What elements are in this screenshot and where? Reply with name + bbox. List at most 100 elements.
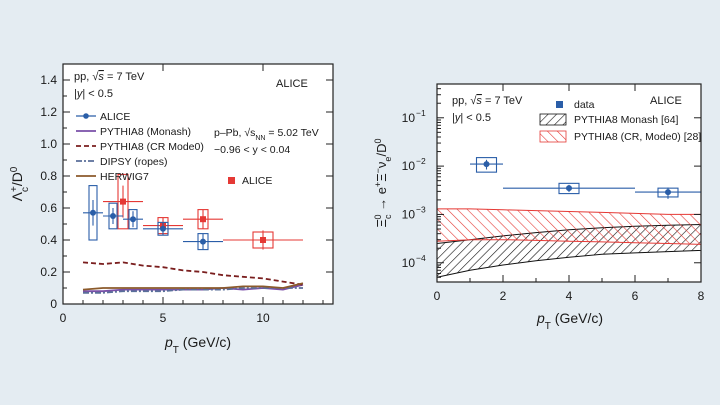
right-ytick-label: 10: [402, 207, 416, 221]
right-ann-y: y: [454, 112, 462, 124]
left-xlabel-sub: T: [173, 345, 179, 356]
left-ann-y: y: [76, 88, 84, 100]
left-legend-label-dipsy: DIPSY (ropes): [100, 156, 168, 168]
right-data-marker: [483, 161, 490, 168]
right-xtick-label: 2: [500, 289, 507, 303]
right-ytick-exponent: −4: [416, 253, 426, 263]
right-y-axis-label: Ξc0 → e+Ξ−νe/D0: [373, 139, 393, 228]
right-ann-pp: pp,: [452, 95, 470, 107]
right-ytick-exponent: −2: [416, 156, 426, 166]
left-legend-entry-pythia-monash: PYTHIA8 (Monash): [76, 126, 191, 138]
right-annotation-energy: pp, √s = 7 TeV: [452, 95, 523, 107]
left-pp-point-marker: [200, 238, 206, 245]
left-ann-ppb-nn: NN: [255, 135, 265, 142]
left-ann-ppb-tev: = 5.02 TeV: [266, 127, 319, 139]
left-curve-herwig: [82, 282, 304, 291]
left-legend-label-alice: ALICE: [100, 111, 130, 123]
right-band-pythia-cr: [436, 208, 702, 245]
left-ytick-label: 1.0: [40, 137, 57, 151]
right-ylabel-xi2: Ξ: [374, 173, 389, 181]
right-legend-label-cr: PYTHIA8 (CR, Mode0) [28]: [574, 131, 701, 143]
left-annotation-ppb-rapidity: −0.96 < y < 0.04: [214, 144, 290, 156]
left-legend-entry-pythia-cr: PYTHIA8 (CR Mode0): [76, 141, 204, 153]
right-legend-swatch-monash: [539, 113, 567, 126]
left-ppb-legend-label: ALICE: [242, 175, 272, 187]
right-xtick-label: 6: [632, 289, 639, 303]
left-legend-label-pythia-cr: PYTHIA8 (CR Mode0): [100, 141, 204, 153]
right-xlabel-main: p: [536, 310, 545, 326]
left-annotation-ppb-energy: p–Pb, √sNN = 5.02 TeV: [214, 127, 319, 142]
left-chart: 00.20.40.60.81.01.21.40 5 10 Λc+/D0 pT (Ge…: [9, 63, 334, 356]
right-chart: 10 −410 −310 −210 −10 2 4 6 8 Ξc0 → e+Ξ−νe/D0 pT…: [373, 83, 705, 332]
right-xtick-label: 8: [698, 289, 705, 303]
left-ann-ppb: p–Pb,: [214, 127, 244, 139]
right-ytick-label: 10: [402, 159, 416, 173]
right-ylabel-nu-sub: e: [383, 157, 393, 162]
right-ann-sqrt: √: [470, 95, 477, 107]
left-axis-ticks: 0 0.2 0.4 0.6 0.8 1.0 1.2 1.4 0 5 10: [40, 63, 333, 325]
right-ann-bar: |: [452, 112, 455, 124]
right-xtick-label: 0: [434, 289, 441, 303]
right-ann-s: s: [476, 95, 482, 107]
right-xtick-label: 4: [566, 289, 573, 303]
right-ylabel-xi: Ξ: [374, 219, 389, 227]
left-x-axis-label: pT (GeV/c): [164, 334, 231, 356]
right-ylabel-arrow: → e: [374, 187, 389, 214]
left-xtick-label: 10: [256, 311, 270, 325]
left-pp-point-marker: [130, 216, 136, 223]
right-legend-swatch-cr: [539, 130, 567, 143]
right-ann-lt: | < 0.5: [460, 112, 491, 124]
svg-text:Ξc0 → e+Ξ−νe/D0: Ξc0 → e+Ξ−νe/D0: [373, 139, 393, 228]
left-ytick-label: 0: [50, 297, 57, 311]
right-ytick-exponent: −3: [416, 204, 426, 214]
left-pp-point-marker: [110, 213, 116, 219]
left-xtick-label: 5: [160, 311, 167, 325]
left-annotation-rapidity: |y| < 0.5: [74, 88, 113, 100]
right-ytick-exponent: −1: [416, 108, 426, 118]
right-annotation-experiment: ALICE: [650, 95, 682, 107]
left-legend-entry-alice: ALICE: [76, 111, 130, 123]
right-data-marker: [665, 189, 671, 196]
right-ann-tev: = 7 TeV: [482, 95, 523, 107]
left-ppb-legend-marker: [228, 177, 235, 184]
left-ann-s: s: [98, 71, 104, 83]
left-ytick-label: 0.6: [40, 201, 57, 215]
right-ylabel-rest: /D: [374, 144, 389, 157]
left-legend-entry-dipsy: DIPSY (ropes): [76, 156, 168, 168]
right-legend-entry-data: data: [556, 99, 595, 111]
left-ppb-point-marker: [120, 198, 126, 205]
left-xtick-label: 0: [60, 311, 67, 325]
left-plot-area: [63, 64, 333, 304]
left-ylabel-sub: c: [20, 187, 31, 192]
left-curve-dipsy: [83, 287, 303, 294]
right-ylabel-xi2-sup: −: [373, 168, 383, 173]
left-ytick-label: 0.4: [40, 233, 57, 247]
left-annotation-experiment: ALICE: [276, 78, 308, 90]
left-plot-frame: [62, 63, 334, 305]
right-ylabel-sub: c: [383, 214, 393, 219]
left-ytick-label: 0.8: [40, 169, 57, 183]
right-ytick-label: 10: [402, 256, 416, 270]
left-ppb-point-marker: [260, 237, 266, 243]
left-y-axis-label: Λc+/D0: [9, 166, 31, 201]
right-xlabel-sub: T: [545, 321, 551, 332]
left-ytick-label: 1.4: [40, 73, 57, 87]
right-ylabel-sup: 0: [373, 215, 383, 220]
right-ylabel-nu: ν: [374, 162, 389, 169]
right-legend-entry-monash: PYTHIA8 Monash [64]: [539, 113, 679, 126]
right-legend: data PYTHIA8 Monash [64] PYTHIA8 (CR, Mo…: [539, 99, 701, 143]
right-ylabel-rest-sup: 0: [373, 139, 383, 144]
left-ylabel-rest: /D: [9, 172, 25, 186]
left-annotation-energy: pp, √s = 7 TeV: [74, 71, 145, 83]
left-legend-swatch-alice-dot: [83, 113, 89, 119]
right-ylabel-eplus: +: [373, 182, 383, 187]
right-axis-ticks: 10 −410 −310 −210 −10 2 4 6 8: [402, 83, 705, 303]
left-ann-pp: pp,: [74, 71, 92, 83]
left-ann-lt: | < 0.5: [82, 88, 113, 100]
right-legend-swatch-data: [556, 101, 563, 108]
left-ylabel-rest-sup: 0: [9, 166, 20, 172]
left-legend-entry-herwig: HERWIG7: [76, 171, 149, 183]
left-xlabel-unit: (GeV/c): [179, 334, 231, 350]
